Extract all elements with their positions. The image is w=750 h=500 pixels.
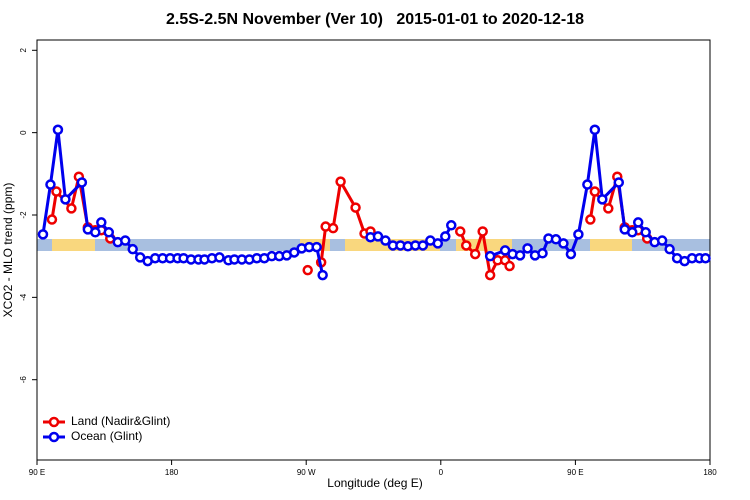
data-point [417, 240, 429, 251]
x-tick-label: 180 [703, 468, 717, 477]
data-point [477, 226, 488, 237]
legend-marker [48, 416, 60, 428]
data-point [504, 260, 515, 272]
data-point [582, 179, 593, 190]
x-tick-label: 180 [165, 468, 179, 477]
data-point [446, 220, 457, 231]
data-point [484, 250, 496, 262]
land-band [52, 239, 95, 251]
y-tick-label: -6 [19, 376, 28, 384]
x-axis-label: Longitude (deg E) [327, 476, 422, 490]
land-band [590, 239, 632, 251]
legend-label: Ocean (Glint) [71, 429, 142, 443]
y-axis-label: XCO2 - MLO trend (ppm) [1, 183, 15, 318]
data-point [469, 248, 481, 260]
data-point [565, 248, 577, 260]
plot-frame [36, 39, 711, 461]
chart-title: 2.5S-2.5N November (Ver 10) 2015-01-01 t… [166, 11, 584, 28]
data-point [103, 227, 115, 238]
data-point [558, 238, 569, 249]
data-point [626, 227, 638, 238]
data-point [302, 264, 313, 276]
data-point [311, 241, 322, 253]
data-point [214, 252, 225, 263]
data-point [52, 124, 64, 136]
data-point [327, 222, 339, 234]
data-point [432, 238, 444, 249]
data-point [46, 214, 58, 225]
data-point [484, 269, 496, 281]
data-point [640, 227, 651, 238]
data-point [60, 194, 71, 205]
x-tick-label: 90 E [567, 468, 583, 477]
data-point [51, 186, 62, 197]
data-point [37, 229, 49, 240]
data-point [90, 227, 101, 238]
data-point [522, 243, 533, 254]
data-point [66, 203, 77, 214]
y-tick-label: -4 [19, 293, 28, 301]
data-point [372, 231, 384, 242]
data-point [317, 269, 328, 281]
legend-marker [48, 431, 60, 443]
data-point [454, 226, 466, 237]
data-point [350, 202, 361, 213]
data-point [585, 214, 596, 225]
data-point [119, 235, 131, 246]
data-point [537, 248, 548, 259]
data-point [700, 252, 711, 264]
x-tick-label: 90 E [29, 468, 45, 477]
data-point [589, 186, 601, 197]
data-point [45, 179, 56, 190]
legend-label: Land (Nadir&Glint) [71, 414, 170, 428]
data-point [613, 177, 625, 188]
data-point [127, 243, 138, 255]
y-tick-label: 2 [19, 48, 28, 53]
data-point [514, 250, 526, 261]
data-point [440, 231, 451, 242]
y-tick-label: -2 [19, 211, 28, 219]
data-point [573, 229, 584, 240]
data-point [550, 234, 562, 245]
data-point [380, 235, 391, 246]
x-tick-label: 0 [439, 468, 444, 477]
data-point [335, 176, 346, 187]
data-point [597, 194, 608, 205]
data-point [589, 124, 601, 136]
data-point [632, 217, 644, 228]
data-point [656, 235, 668, 246]
data-point [460, 240, 472, 251]
data-point [288, 247, 300, 258]
data-point [76, 177, 88, 188]
data-point [664, 243, 675, 255]
x-tick-label: 90 W [297, 468, 316, 477]
y-tick-label: 0 [19, 130, 28, 135]
data-point [603, 203, 614, 214]
data-point [96, 217, 107, 228]
